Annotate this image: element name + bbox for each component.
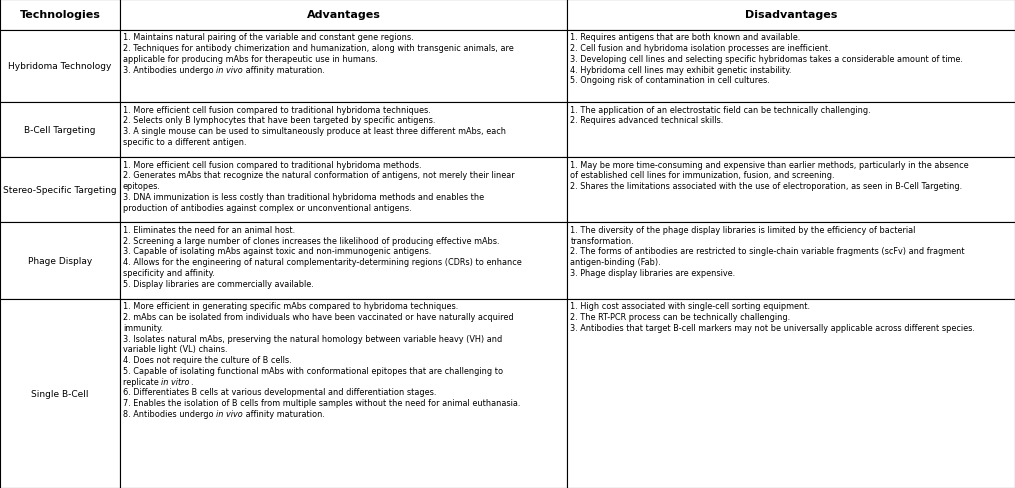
- Text: 2. Selects only B lymphocytes that have been targeted by specific antigens.: 2. Selects only B lymphocytes that have …: [123, 116, 435, 125]
- Text: 5. Capable of isolating functional mAbs with conformational epitopes that are ch: 5. Capable of isolating functional mAbs …: [123, 366, 503, 375]
- Text: applicable for producing mAbs for therapeutic use in humans.: applicable for producing mAbs for therap…: [123, 55, 378, 64]
- Text: 2. mAbs can be isolated from individuals who have been vaccinated or have natura: 2. mAbs can be isolated from individuals…: [123, 312, 514, 322]
- Text: 3. Antibodies that target B-cell markers may not be universally applicable acros: 3. Antibodies that target B-cell markers…: [570, 323, 975, 332]
- Bar: [567, 31, 1015, 102]
- Text: 5. Ongoing risk of contamination in cell cultures.: 5. Ongoing risk of contamination in cell…: [570, 76, 770, 85]
- Bar: [0, 299, 120, 488]
- Text: 1. The diversity of the phage display libraries is limited by the efficiency of : 1. The diversity of the phage display li…: [570, 225, 916, 235]
- Text: affinity maturation.: affinity maturation.: [243, 409, 325, 418]
- Text: in vivo: in vivo: [216, 409, 243, 418]
- Text: 1. More efficient cell fusion compared to traditional hybridoma methods.: 1. More efficient cell fusion compared t…: [123, 161, 421, 169]
- Text: 4. Hybridoma cell lines may exhibit genetic instability.: 4. Hybridoma cell lines may exhibit gene…: [570, 65, 792, 75]
- Text: in vitro: in vitro: [161, 377, 190, 386]
- Bar: [0, 31, 120, 102]
- Text: 2. Cell fusion and hybridoma isolation processes are inefficient.: 2. Cell fusion and hybridoma isolation p…: [570, 44, 831, 53]
- Text: 4. Allows for the engineering of natural complementarity-determining regions (CD: 4. Allows for the engineering of natural…: [123, 258, 522, 266]
- Bar: [0, 157, 120, 223]
- Bar: [120, 157, 567, 223]
- Text: 6. Differentiates B cells at various developmental and differentiation stages.: 6. Differentiates B cells at various dev…: [123, 387, 436, 396]
- Text: specific to a different antigen.: specific to a different antigen.: [123, 138, 247, 146]
- Text: 3. Antibodies undergo: 3. Antibodies undergo: [123, 65, 216, 75]
- Text: B-Cell Targeting: B-Cell Targeting: [24, 125, 95, 134]
- Text: Hybridoma Technology: Hybridoma Technology: [8, 62, 112, 71]
- Bar: [120, 223, 567, 299]
- Bar: [0, 223, 120, 299]
- Text: Phage Display: Phage Display: [27, 256, 92, 265]
- Text: immunity.: immunity.: [123, 323, 163, 332]
- Text: 1. May be more time-consuming and expensive than earlier methods, particularly i: 1. May be more time-consuming and expens…: [570, 161, 969, 169]
- Bar: [120, 0, 567, 30]
- Text: of established cell lines for immunization, fusion, and screening.: of established cell lines for immunizati…: [570, 171, 835, 180]
- Bar: [567, 0, 1015, 30]
- Text: Stereo-Specific Targeting: Stereo-Specific Targeting: [3, 185, 117, 195]
- Bar: [120, 31, 567, 102]
- Text: 2. Screening a large number of clones increases the likelihood of producing effe: 2. Screening a large number of clones in…: [123, 236, 499, 245]
- Text: 3. Isolates natural mAbs, preserving the natural homology between variable heavy: 3. Isolates natural mAbs, preserving the…: [123, 334, 502, 343]
- Text: 3. A single mouse can be used to simultaneously produce at least three different: 3. A single mouse can be used to simulta…: [123, 127, 505, 136]
- Text: epitopes.: epitopes.: [123, 182, 160, 191]
- Bar: [120, 299, 567, 488]
- Text: 2. Shares the limitations associated with the use of electroporation, as seen in: 2. Shares the limitations associated wit…: [570, 182, 962, 191]
- Text: 2. Generates mAbs that recognize the natural conformation of antigens, not merel: 2. Generates mAbs that recognize the nat…: [123, 171, 515, 180]
- Text: transformation.: transformation.: [570, 236, 634, 245]
- Text: 1. More efficient in generating specific mAbs compared to hybridoma techniques.: 1. More efficient in generating specific…: [123, 302, 458, 311]
- Text: 2. Techniques for antibody chimerization and humanization, along with transgenic: 2. Techniques for antibody chimerization…: [123, 44, 514, 53]
- Text: antigen-binding (Fab).: antigen-binding (Fab).: [570, 258, 661, 266]
- Text: 1. More efficient cell fusion compared to traditional hybridoma techniques.: 1. More efficient cell fusion compared t…: [123, 105, 430, 114]
- Text: Advantages: Advantages: [307, 10, 381, 20]
- Text: 3. Phage display libraries are expensive.: 3. Phage display libraries are expensive…: [570, 268, 736, 277]
- Text: .: .: [190, 377, 192, 386]
- Text: variable light (VL) chains.: variable light (VL) chains.: [123, 345, 227, 354]
- Text: in vivo: in vivo: [216, 65, 243, 75]
- Bar: [120, 102, 567, 157]
- Bar: [567, 223, 1015, 299]
- Text: 4. Does not require the culture of B cells.: 4. Does not require the culture of B cel…: [123, 355, 291, 365]
- Text: 1. Eliminates the need for an animal host.: 1. Eliminates the need for an animal hos…: [123, 225, 295, 235]
- Text: affinity maturation.: affinity maturation.: [243, 65, 325, 75]
- Bar: [567, 299, 1015, 488]
- Bar: [567, 102, 1015, 157]
- Text: 1. The application of an electrostatic field can be technically challenging.: 1. The application of an electrostatic f…: [570, 105, 871, 114]
- Text: production of antibodies against complex or unconventional antigens.: production of antibodies against complex…: [123, 203, 411, 212]
- Bar: [567, 157, 1015, 223]
- Bar: [0, 102, 120, 157]
- Text: 3. Developing cell lines and selecting specific hybridomas takes a considerable : 3. Developing cell lines and selecting s…: [570, 55, 963, 64]
- Text: Technologies: Technologies: [19, 10, 100, 20]
- Text: Single B-Cell: Single B-Cell: [31, 389, 88, 398]
- Text: replicate: replicate: [123, 377, 161, 386]
- Text: 8. Antibodies undergo: 8. Antibodies undergo: [123, 409, 216, 418]
- Text: 2. The forms of antibodies are restricted to single-chain variable fragments (sc: 2. The forms of antibodies are restricte…: [570, 247, 965, 256]
- Text: 3. Capable of isolating mAbs against toxic and non-immunogenic antigens.: 3. Capable of isolating mAbs against tox…: [123, 247, 431, 256]
- Text: 7. Enables the isolation of B cells from multiple samples without the need for a: 7. Enables the isolation of B cells from…: [123, 398, 521, 407]
- Text: 3. DNA immunization is less costly than traditional hybridoma methods and enable: 3. DNA immunization is less costly than …: [123, 192, 484, 202]
- Bar: [0, 0, 120, 30]
- Text: 2. Requires advanced technical skills.: 2. Requires advanced technical skills.: [570, 116, 724, 125]
- Text: 5. Display libraries are commercially available.: 5. Display libraries are commercially av…: [123, 279, 314, 288]
- Text: 1. Requires antigens that are both known and available.: 1. Requires antigens that are both known…: [570, 34, 801, 42]
- Text: Disadvantages: Disadvantages: [745, 10, 837, 20]
- Text: 1. Maintains natural pairing of the variable and constant gene regions.: 1. Maintains natural pairing of the vari…: [123, 34, 413, 42]
- Text: 2. The RT-PCR process can be technically challenging.: 2. The RT-PCR process can be technically…: [570, 312, 791, 322]
- Text: specificity and affinity.: specificity and affinity.: [123, 268, 214, 277]
- Text: 1. High cost associated with single-cell sorting equipment.: 1. High cost associated with single-cell…: [570, 302, 810, 311]
